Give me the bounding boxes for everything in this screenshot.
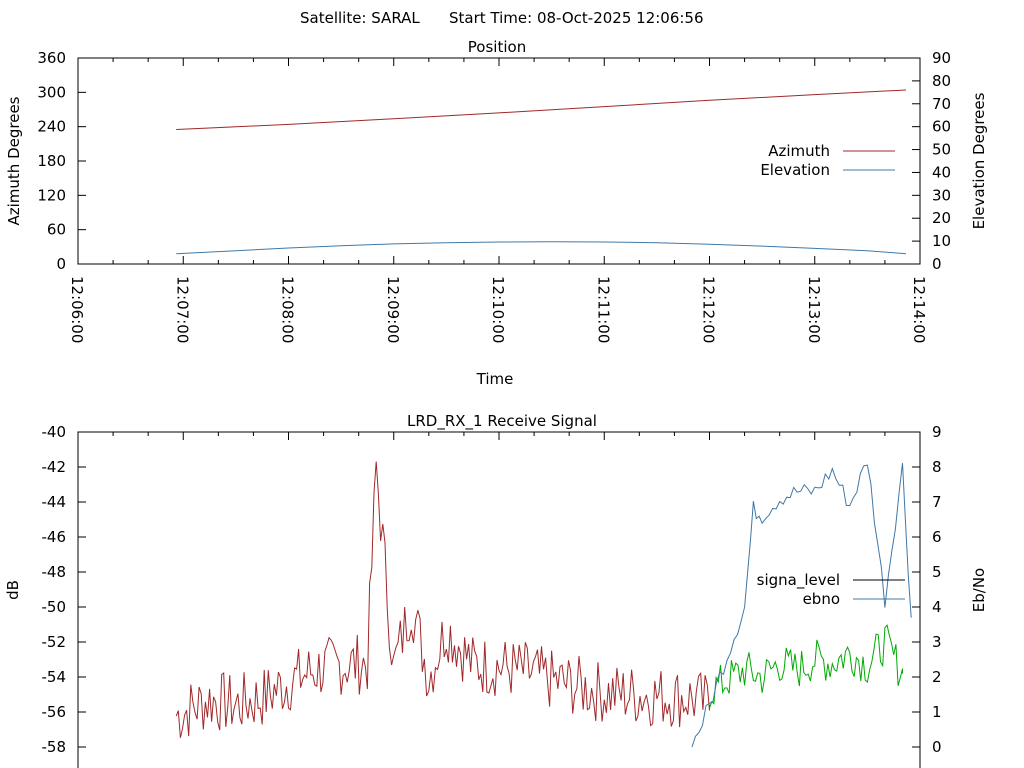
position-x-tick-label: 12:07:00 — [173, 276, 191, 343]
legend-ebno-label: ebno — [803, 590, 840, 608]
signal-y-tick-label: -46 — [42, 528, 67, 546]
position-y2-tick-label: 40 — [932, 163, 951, 181]
series-azimuth-line — [176, 89, 907, 130]
signal-title: LRD_RX_1 Receive Signal — [407, 412, 597, 431]
position-y-tick-label: 360 — [37, 49, 66, 67]
signal-y2-tick-label: 8 — [932, 458, 942, 476]
series-ebno-line — [691, 463, 912, 748]
position-x-ticks: 12:06:00 12:07:00 12:08:00 12:09:00 12:10:00… — [68, 58, 928, 343]
position-xlabel: Time — [476, 370, 514, 388]
signal-y-tick-label: -48 — [42, 563, 67, 581]
signal-y-tick-label: -54 — [42, 668, 67, 686]
position-x-tick-label: 12:09:00 — [384, 276, 402, 343]
signal-y-tick-label: -44 — [42, 493, 67, 511]
signal-y2-tick-label: 0 — [932, 738, 942, 756]
position-y-tick-label: 60 — [47, 221, 66, 239]
position-y2-tick-label: 90 — [932, 49, 951, 67]
position-legend: Azimuth Elevation — [760, 142, 895, 179]
start-time-label: Start Time: 08-Oct-2025 12:06:56 — [449, 9, 704, 27]
position-x-tick-label: 12:13:00 — [805, 276, 823, 343]
position-y2-tick-label: 80 — [932, 72, 951, 90]
position-x-tick-label: 12:06:00 — [68, 276, 86, 343]
signal-y-ticks: -58 -56 -54 -52 -50 -48 -46 -44 -42 -40 — [42, 423, 86, 756]
position-x-tick-label: 12:14:00 — [910, 276, 928, 343]
position-y2-tick-label: 20 — [932, 209, 951, 227]
legend-azimuth-label: Azimuth — [768, 142, 830, 160]
signal-y2-tick-label: 2 — [932, 668, 942, 686]
signal-y2-tick-label: 3 — [932, 633, 942, 651]
legend-elevation-label: Elevation — [760, 161, 830, 179]
position-title: Position — [468, 38, 526, 56]
position-y2-tick-label: 70 — [932, 95, 951, 113]
signal-legend: signa_level ebno — [757, 571, 905, 608]
signal-y2-tick-label: 5 — [932, 563, 942, 581]
position-x-tick-label: 12:12:00 — [700, 276, 718, 343]
position-chart: Position Azimuth Degrees Elevation Degre… — [5, 38, 988, 388]
satellite-label: Satellite: SARAL — [300, 9, 420, 27]
position-x-tick-label: 12:11:00 — [594, 276, 612, 343]
signal-ylabel: dB — [4, 580, 22, 600]
signal-y-tick-label: -56 — [42, 703, 67, 721]
legend-signal-level-label: signa_level — [757, 571, 840, 590]
signal-y-tick-label: -40 — [42, 423, 67, 441]
signal-y-tick-label: -52 — [42, 633, 67, 651]
position-ylabel: Azimuth Degrees — [5, 96, 23, 225]
signal-y2-tick-label: 1 — [932, 703, 942, 721]
position-x-tick-label: 12:08:00 — [279, 276, 297, 343]
series-elevation-line — [176, 241, 907, 255]
position-y2-ticks: 0 10 20 30 40 50 60 70 80 90 — [912, 49, 951, 273]
signal-y2label: Eb/No — [970, 568, 988, 612]
position-y-ticks: 0 60 120 180 240 300 360 — [37, 49, 86, 273]
position-y2-tick-label: 30 — [932, 186, 951, 204]
signal-y2-tick-label: 4 — [932, 598, 942, 616]
position-x-tick-label: 12:10:00 — [489, 276, 507, 343]
series-signa-level-green--line — [709, 624, 903, 709]
signal-series — [175, 461, 912, 748]
position-y-tick-label: 240 — [37, 118, 66, 136]
position-y-tick-label: 0 — [56, 255, 66, 273]
signal-y-tick-label: -42 — [42, 458, 67, 476]
signal-y2-tick-label: 9 — [932, 423, 942, 441]
signal-y2-tick-label: 7 — [932, 493, 942, 511]
signal-y-tick-label: -58 — [42, 738, 67, 756]
position-y2-tick-label: 50 — [932, 141, 951, 159]
position-y2-tick-label: 0 — [932, 255, 942, 273]
signal-y2-ticks: 0 1 2 3 4 5 6 7 8 9 — [912, 423, 942, 756]
position-y-tick-label: 120 — [37, 186, 66, 204]
signal-x-ticks — [77, 432, 921, 440]
position-y2-tick-label: 10 — [932, 232, 951, 250]
series-signa-level-line — [175, 461, 710, 738]
position-series — [176, 89, 907, 255]
position-y2label: Elevation Degrees — [970, 92, 988, 229]
position-y-tick-label: 180 — [37, 152, 66, 170]
signal-chart: LRD_RX_1 Receive Signal dB Eb/No -58-56-… — [4, 412, 988, 768]
signal-y-tick-label: -50 — [42, 598, 67, 616]
position-y-tick-label: 300 — [37, 83, 66, 101]
signal-y2-tick-label: 6 — [932, 528, 942, 546]
position-y2-tick-label: 60 — [932, 118, 951, 136]
